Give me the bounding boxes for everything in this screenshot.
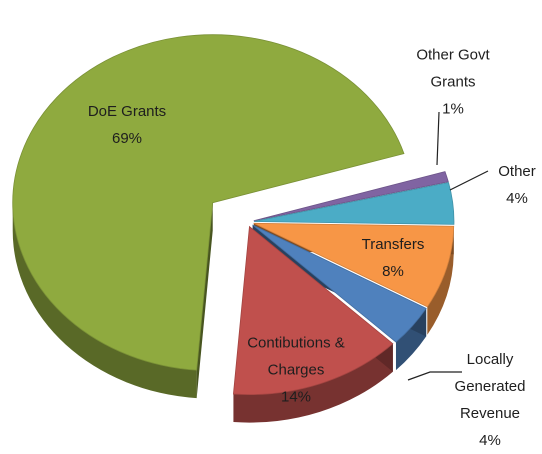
slice-name: DoE Grants — [87, 103, 167, 120]
slice-name: Other — [498, 163, 536, 180]
slice-side — [427, 226, 454, 335]
pie-slice — [253, 182, 455, 225]
slice-side — [233, 343, 393, 423]
slice-value: 8% — [382, 263, 404, 280]
slice-label: Other Govt Grants 1% — [398, 42, 508, 123]
slice-name: Locally Generated Revenue — [454, 351, 526, 422]
slice-value: 1% — [442, 100, 464, 118]
slice-value: 14% — [280, 388, 312, 406]
pie-slice — [252, 224, 427, 343]
slice-label: DoE Grants 69% — [62, 98, 192, 152]
pie-slice — [232, 225, 394, 395]
slice-cut-face — [196, 202, 213, 399]
slice-name: Contibutions & Charges — [247, 334, 345, 379]
leader-line — [449, 170, 489, 191]
leader-lines — [407, 111, 489, 381]
slice-label: Other 4% — [452, 158, 542, 212]
slice-label: Contibutions & Charges 14% — [231, 330, 361, 411]
pie-tops — [12, 34, 455, 395]
pie-slice — [253, 171, 449, 222]
slice-value: 69% — [111, 130, 143, 147]
slice-value: 4% — [506, 190, 528, 207]
slice-value: 4% — [479, 432, 501, 449]
leader-line — [407, 371, 462, 381]
slice-label: Transfers 8% — [328, 231, 458, 285]
slice-name: Transfers — [361, 236, 425, 253]
pie-slice — [12, 34, 405, 371]
pie-slice — [253, 222, 455, 308]
slice-label: Locally Generated Revenue 4% — [445, 346, 535, 454]
leader-line — [436, 111, 440, 166]
slice-name: Other Govt Grants — [416, 46, 490, 91]
